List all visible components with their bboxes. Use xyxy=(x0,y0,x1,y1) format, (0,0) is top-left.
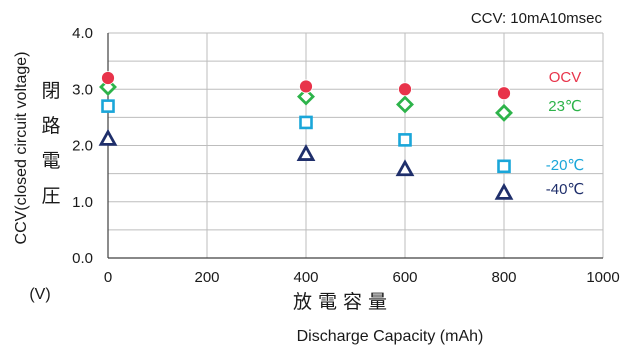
data-point-square xyxy=(299,115,313,130)
legend-label: 23℃ xyxy=(548,98,582,115)
x-axis-label-japanese: 放 電 容 量 xyxy=(293,291,387,313)
y-tick-label: 0.0 xyxy=(72,250,93,267)
data-point-circle xyxy=(398,82,412,97)
data-point-triangle xyxy=(296,144,316,161)
data-point-diamond xyxy=(396,95,414,114)
x-tick-label: 600 xyxy=(392,269,417,286)
y-tick-label: 1.0 xyxy=(72,194,93,211)
y-axis-label-japanese-3: 電 xyxy=(41,150,60,172)
data-point-square xyxy=(398,133,412,147)
x-tick-label: 1000 xyxy=(586,269,619,286)
y-axis-label: CCV(closed circuit voltage) xyxy=(13,52,30,245)
chart-title: CCV: 10mA10msec xyxy=(471,10,603,27)
legend-label: -20℃ xyxy=(546,157,585,174)
data-point-triangle xyxy=(98,128,118,146)
grid xyxy=(108,32,604,258)
data-point-triangle xyxy=(395,159,415,177)
legend-label: -40℃ xyxy=(546,181,585,198)
data-point-square xyxy=(101,99,115,113)
axis-labels: CCV: 10mA10msec Discharge Capacity (mAh)… xyxy=(13,10,602,345)
y-tick-label: 3.0 xyxy=(72,81,93,98)
y-tick-label: 4.0 xyxy=(72,25,93,42)
data-marks xyxy=(98,71,514,200)
data-point-square xyxy=(497,159,511,174)
data-point-diamond xyxy=(495,103,513,122)
y-tick-label: 2.0 xyxy=(72,138,93,155)
y-axis-unit: (V) xyxy=(29,286,50,303)
y-axis-label-japanese-4: 圧 xyxy=(41,185,60,207)
legend-label: OCV xyxy=(549,69,582,86)
data-point-circle xyxy=(497,86,511,101)
data-point-circle xyxy=(299,79,313,94)
data-point-diamond xyxy=(297,87,315,106)
x-tick-label: 800 xyxy=(491,269,516,286)
x-tick-label: 200 xyxy=(194,269,219,286)
y-axis-label-japanese-1: 閉 xyxy=(41,80,60,102)
x-axis-label: Discharge Capacity (mAh) xyxy=(297,328,484,345)
data-point-triangle xyxy=(494,182,514,200)
x-tick-label: 400 xyxy=(293,269,318,286)
y-axis-label-japanese-2: 路 xyxy=(41,115,60,137)
legend: OCV 23℃ -20℃ -40℃ xyxy=(546,69,585,198)
tick-labels: 0.0 1.0 2.0 3.0 4.0 0 200 400 600 800 1000 xyxy=(72,25,620,286)
x-tick-label: 0 xyxy=(104,269,112,286)
data-point-circle xyxy=(101,71,115,85)
